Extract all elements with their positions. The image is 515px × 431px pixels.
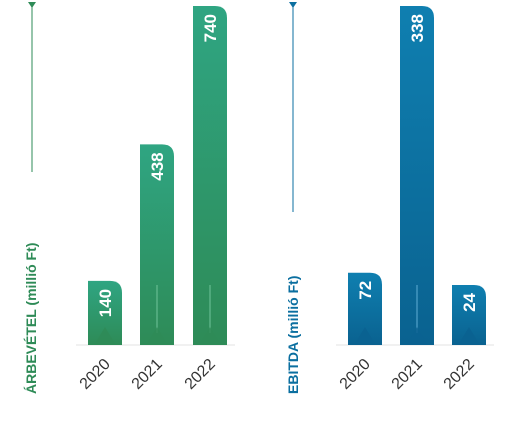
revenue-bar-2021-triangle <box>146 327 168 345</box>
revenue-year-label-2022: 2022 <box>182 356 219 393</box>
ebitda-value-label-2021: 338 <box>408 14 427 42</box>
revenue-axis-title: ÁRBEVÉTEL (millió Ft) <box>23 243 39 394</box>
ebitda-chart: 72 2020 338 2021 24 2022 EBITDA (millió Ft) <box>285 2 494 394</box>
revenue-bar-2020-triangle <box>94 327 116 345</box>
ebitda-year-label-2020: 2020 <box>337 356 374 393</box>
revenue-bar-2021-stem <box>156 285 158 333</box>
ebitda-bar-2022-triangle <box>458 327 480 345</box>
ebitda-bar-2021-triangle <box>406 327 428 345</box>
ebitda-bar-2020-triangle <box>354 327 376 345</box>
revenue-chart: 140 2020 438 2021 740 2022 ÁRBEVÉTEL (millió F… <box>23 2 235 394</box>
revenue-year-label-2021: 2021 <box>129 356 166 393</box>
ebitda-bar-2021 <box>400 6 434 345</box>
ebitda-year-label-2021: 2021 <box>389 356 426 393</box>
ebitda-year-label-2022: 2022 <box>441 356 478 393</box>
ebitda-guide-marker <box>289 2 297 8</box>
ebitda-axis-title: EBITDA (millió Ft) <box>285 276 301 394</box>
ebitda-value-label-2020: 72 <box>356 281 375 300</box>
revenue-value-label-2020: 140 <box>96 289 115 317</box>
revenue-value-label-2021: 438 <box>148 152 167 180</box>
ebitda-bar-2021-stem <box>416 285 418 333</box>
ebitda-value-label-2022: 24 <box>460 292 479 311</box>
revenue-bar-2020 <box>88 280 122 345</box>
revenue-bar-2022 <box>193 6 227 345</box>
revenue-bar-2022-stem <box>209 285 211 333</box>
revenue-guide-marker <box>28 2 36 8</box>
revenue-bar-2022-triangle <box>199 327 221 345</box>
revenue-value-label-2022: 740 <box>201 14 220 42</box>
ebitda-bar-2022 <box>452 285 486 345</box>
revenue-bar-2021 <box>140 144 174 345</box>
revenue-year-label-2020: 2020 <box>77 356 114 393</box>
ebitda-bar-2020 <box>348 272 382 345</box>
